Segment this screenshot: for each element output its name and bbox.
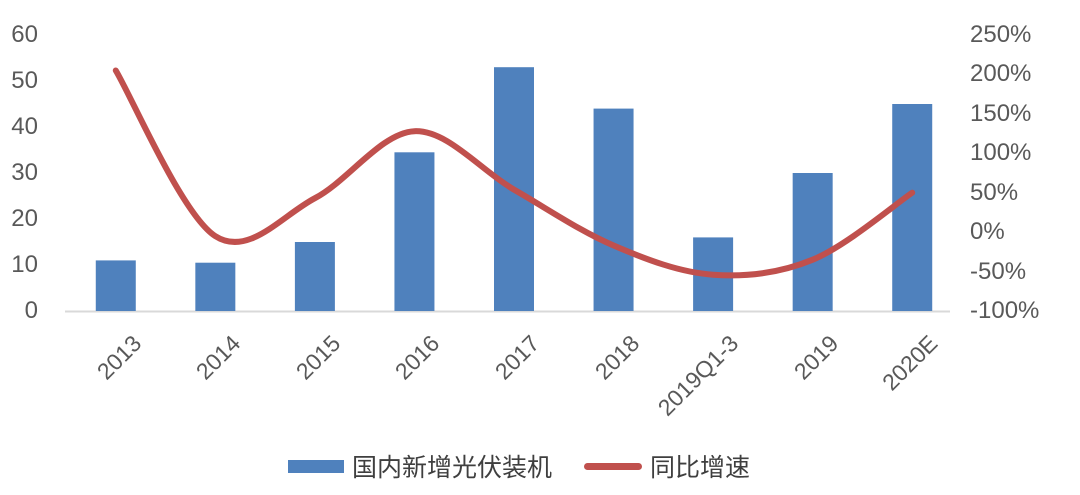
bar-2016 [394,152,435,311]
legend-label-yoy-growth: 同比增速 [650,453,751,482]
bar-2015 [294,242,335,311]
y-axis-right-tick-label: 250% [970,21,1032,48]
bar-2013 [95,260,136,311]
y-axis-right-tick-label: 0% [970,218,1005,246]
chart-legend: 国内新增光伏装机 同比增速 [288,448,750,484]
bar-series-swatch-icon [288,459,344,473]
y-axis-left-tick-label: 0 [24,297,38,324]
y-axis-left-tick-label: 10 [11,251,38,278]
legend-item-installed-capacity: 国内新增光伏装机 [288,448,552,484]
y-axis-right-tick-label: 50% [970,178,1019,206]
yoy-growth-line [112,67,916,279]
y-axis-right-tick-label: 150% [970,99,1032,127]
bar-2014 [195,262,236,311]
y-axis-right-tick-label: -100% [970,297,1040,324]
y-axis-right-tick-label: -50% [970,257,1027,285]
bar-2020E [892,104,933,311]
y-axis-left-tick-label: 50 [11,67,38,94]
bar-2018 [593,108,634,311]
y-axis-right-tick-label: 100% [970,139,1032,167]
y-axis-left-tick-label: 60 [11,21,38,48]
y-axis-left-tick-label: 40 [11,113,38,140]
legend-label-installed-capacity: 国内新增光伏装机 [352,453,553,482]
y-axis-left-tick-label: 20 [11,205,38,232]
y-axis-left-tick-label: 30 [11,159,38,186]
legend-item-yoy-growth: 同比增速 [584,448,750,484]
bar-2019 [792,173,833,311]
y-axis-right-tick-label: 200% [970,60,1032,88]
line-series-swatch-icon [584,462,643,470]
